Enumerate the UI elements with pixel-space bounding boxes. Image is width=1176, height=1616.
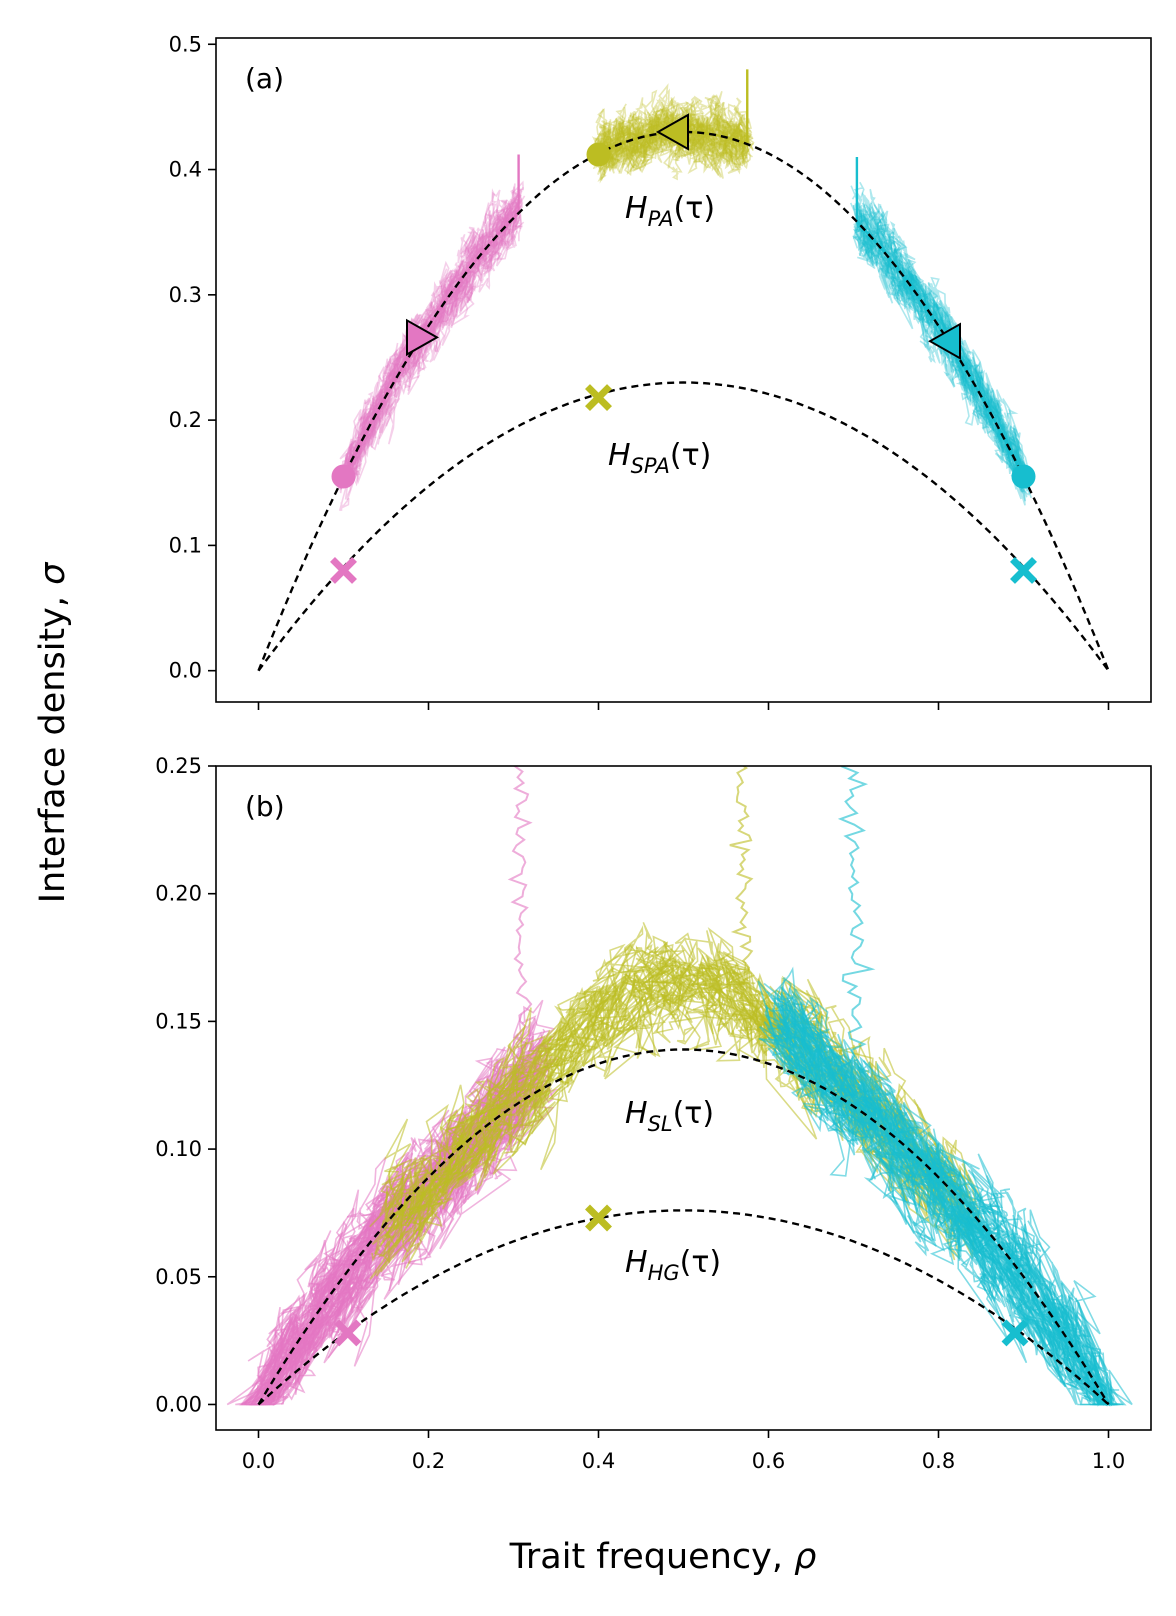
x-marker	[334, 1319, 362, 1347]
marker-layer	[334, 1204, 1029, 1347]
y-axis-title: Interface density, σ	[33, 561, 73, 903]
trajectory-pink	[338, 205, 523, 494]
axes-frame	[215, 37, 1152, 703]
trajectory-cyan	[853, 202, 1029, 477]
trajectory-olive	[594, 94, 755, 174]
panel-a: 0.0 0.1 0.2 0.3 0.4 0.5 (a) HPA(τ) HSPA(τ)	[169, 32, 1152, 710]
y-axis-ticks: 0.0 0.1 0.2 0.3 0.4 0.5	[169, 32, 216, 683]
curve-label-hsl: HSL(τ)	[625, 1096, 714, 1136]
x-axis-ticks: 0.0 0.2 0.4 0.6 0.8 1.0	[242, 1430, 1125, 1473]
marker-layer	[330, 113, 1037, 584]
theory-curve-spa	[257, 381, 1110, 672]
x-marker	[1010, 556, 1037, 584]
x-tick-label: 0.6	[752, 1449, 785, 1473]
trajectory-pink	[337, 207, 523, 490]
x-marker	[330, 556, 357, 584]
spike-cyan	[837, 766, 876, 1063]
spike-pink	[507, 766, 533, 1056]
y-tick-label: 0.10	[155, 1137, 202, 1161]
trajectory-layer	[226, 766, 1133, 1408]
circle-marker	[586, 142, 611, 167]
trajectory-cyan	[855, 202, 1027, 480]
y-tick-label: 0.25	[155, 754, 202, 778]
trajectory-olive	[594, 97, 753, 175]
theory-curve-layer	[257, 1048, 1110, 1406]
y-tick-label: 0.20	[155, 882, 202, 906]
theory-curve-layer	[257, 130, 1110, 672]
triangle-left-marker	[927, 322, 961, 360]
trajectory-olive	[596, 106, 754, 181]
spike-olive	[729, 766, 756, 1006]
trajectory-olive	[595, 111, 754, 175]
trajectory-pink	[339, 186, 522, 500]
theory-curve-sl	[257, 1048, 1110, 1406]
trajectory-cyan	[853, 181, 1031, 496]
y-tick-label: 0.5	[169, 32, 202, 56]
circle-marker	[1011, 464, 1036, 489]
panel-label: (b)	[245, 790, 285, 823]
y-tick-label: 0.0	[169, 659, 202, 683]
y-tick-label: 0.3	[169, 283, 202, 307]
x-axis-title: Trait frequency, ρ	[509, 1537, 817, 1577]
trajectory-layer	[335, 69, 1033, 512]
curve-label-hhg: HHG(τ)	[625, 1245, 721, 1285]
x-tick-label: 0.8	[922, 1449, 955, 1473]
trajectory-pink	[341, 186, 524, 477]
trajectory-olive	[593, 83, 752, 169]
trajectory-pink	[339, 195, 526, 487]
triangle-right-marker	[406, 318, 440, 357]
trajectory-pink	[335, 203, 522, 493]
trajectory-olive	[592, 99, 753, 173]
curve-label-hpa: HPA(τ)	[625, 191, 715, 231]
y-tick-label: 0.05	[155, 1265, 202, 1289]
trajectory-olive	[591, 91, 752, 174]
y-tick-label: 0.15	[155, 1009, 202, 1033]
trajectory-cyan	[852, 204, 1028, 493]
x-tick-label: 1.0	[1092, 1449, 1125, 1473]
y-tick-label: 0.4	[169, 158, 202, 182]
x-marker	[1001, 1319, 1029, 1347]
triangle-left-marker	[655, 113, 689, 151]
trajectory-pink	[336, 183, 522, 501]
trajectory-pink	[339, 192, 524, 484]
y-tick-label: 0.1	[169, 533, 202, 557]
trajectory-cyan	[852, 191, 1027, 479]
x-tick-label: 0.2	[412, 1449, 445, 1473]
y-tick-label: 0.2	[169, 408, 202, 432]
y-axis-ticks: 0.00 0.05 0.10 0.15 0.20 0.25	[155, 754, 216, 1416]
trajectory-cyan	[852, 210, 1027, 485]
trajectory-cyan	[855, 219, 1028, 506]
panel-label: (a)	[245, 62, 284, 95]
trajectory-cyan	[852, 212, 1030, 481]
y-tick-label: 0.00	[155, 1392, 202, 1416]
x-tick-label: 0.0	[242, 1449, 275, 1473]
circle-marker	[331, 464, 356, 489]
x-marker	[585, 384, 612, 412]
trajectory-pink	[340, 189, 525, 489]
x-tick-label: 0.4	[582, 1449, 615, 1473]
x-axis-ticks	[257, 702, 1110, 710]
x-marker	[585, 1204, 612, 1232]
theory-curve-pa	[257, 130, 1110, 672]
axes-frame	[215, 765, 1152, 1431]
curve-label-hspa: HSPA(τ)	[608, 438, 711, 478]
panel-b: 0.00 0.05 0.10 0.15 0.20 0.25 0.0 0.2 0.4 0.6 0.8…	[155, 754, 1152, 1473]
